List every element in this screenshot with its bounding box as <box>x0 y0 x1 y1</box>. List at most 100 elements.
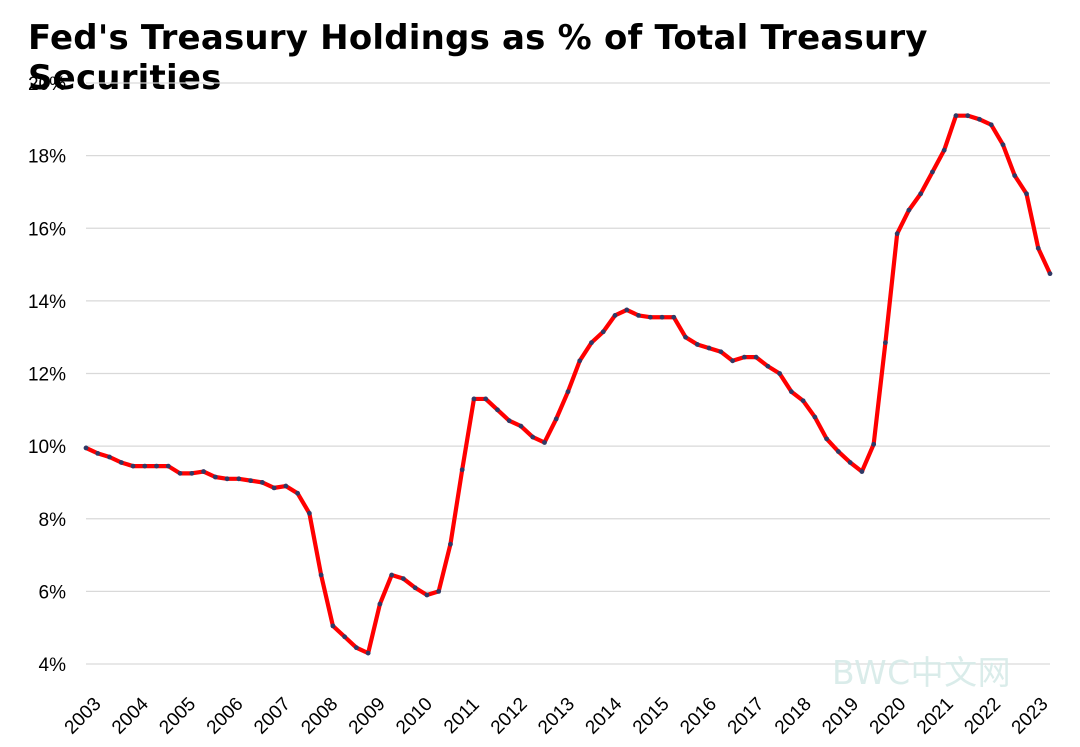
data-point <box>506 418 512 424</box>
data-point <box>448 541 453 547</box>
y-tick-label: 4% <box>39 655 67 676</box>
gridlines <box>86 82 1050 665</box>
data-point <box>718 349 724 355</box>
x-tick-label: 2011 <box>440 694 484 738</box>
data-point <box>589 340 594 346</box>
x-tick-label: 2019 <box>818 694 863 739</box>
x-tick-label: 2008 <box>297 694 342 739</box>
y-tick-label: 14% <box>28 292 66 313</box>
x-tick-label: 2018 <box>771 694 816 739</box>
data-point <box>271 485 277 491</box>
data-point <box>824 436 830 442</box>
data-point <box>201 469 206 474</box>
data-point <box>577 358 583 364</box>
y-tick-label: 20% <box>28 74 66 95</box>
data-point <box>518 423 524 429</box>
data-point <box>894 231 900 237</box>
y-tick-label: 18% <box>28 147 66 168</box>
data-point <box>165 463 171 469</box>
data-point <box>1012 173 1018 178</box>
x-tick-label: 2021 <box>913 694 958 739</box>
data-point <box>1024 191 1029 197</box>
data-point <box>1047 271 1053 277</box>
data-point <box>259 480 265 485</box>
x-tick-label: 2004 <box>108 693 153 738</box>
data-point <box>377 601 383 607</box>
x-tick-label: 2016 <box>676 694 721 739</box>
data-point <box>224 476 230 482</box>
series-line <box>83 113 1053 656</box>
x-tick-label: 2006 <box>203 694 248 739</box>
data-point <box>812 414 818 420</box>
data-point <box>953 113 959 119</box>
data-point <box>1035 245 1041 251</box>
data-point <box>788 389 794 395</box>
x-tick-label: 2022 <box>960 694 1005 739</box>
data-point <box>965 113 971 119</box>
data-point <box>1000 142 1006 148</box>
data-point <box>295 490 301 496</box>
data-point <box>283 483 289 489</box>
data-point <box>530 434 536 440</box>
data-point <box>154 463 159 469</box>
data-point <box>248 478 253 484</box>
watermark-text: BWC中文网 <box>832 653 1012 692</box>
y-tick-label: 6% <box>39 582 67 603</box>
data-point <box>871 441 877 447</box>
marker-layer <box>83 113 1053 656</box>
data-point <box>318 572 324 578</box>
data-point <box>765 363 771 369</box>
y-tick-label: 12% <box>28 365 66 386</box>
data-point <box>659 314 665 320</box>
data-point <box>647 314 653 320</box>
data-point <box>365 650 371 656</box>
data-point <box>353 645 359 651</box>
data-point <box>342 634 348 640</box>
x-tick-label: 2020 <box>866 694 911 739</box>
data-point <box>941 147 947 153</box>
data-point <box>212 474 218 480</box>
data-point <box>847 460 853 465</box>
x-tick-label: 2014 <box>582 693 627 738</box>
data-point <box>107 454 112 460</box>
data-point <box>177 470 183 476</box>
data-point <box>306 510 312 516</box>
data-point <box>835 449 841 454</box>
y-tick-labels: 4% 6% 8% 10% 12% 14% 16% 18% 20% <box>28 74 66 676</box>
data-point <box>483 396 489 402</box>
data-point <box>918 191 924 197</box>
data-point <box>671 314 677 320</box>
data-point <box>436 588 442 594</box>
data-point <box>189 470 195 476</box>
data-point <box>330 623 336 629</box>
data-point <box>636 313 641 318</box>
x-tick-label: 2007 <box>250 694 295 739</box>
y-tick-label: 10% <box>28 437 66 458</box>
data-point <box>553 416 559 422</box>
data-point <box>683 334 688 340</box>
data-point <box>753 354 759 360</box>
x-tick-label: 2005 <box>155 694 200 739</box>
x-tick-label: 2023 <box>1008 694 1053 739</box>
data-point <box>883 340 888 346</box>
data-point <box>412 585 418 591</box>
x-tick-label: 2013 <box>534 694 579 739</box>
data-point <box>83 445 89 451</box>
data-point <box>859 469 865 474</box>
data-point <box>424 592 430 598</box>
x-tick-label: 2010 <box>392 694 437 739</box>
data-point <box>612 313 618 318</box>
data-point <box>741 354 747 360</box>
data-point <box>95 450 101 456</box>
data-point <box>236 476 242 482</box>
data-point <box>977 116 982 122</box>
data-point <box>600 329 606 335</box>
x-tick-label: 2015 <box>629 694 674 739</box>
data-point <box>906 207 912 213</box>
data-point <box>565 389 571 395</box>
data-point <box>118 460 124 465</box>
data-point <box>389 572 395 578</box>
data-point <box>624 307 630 313</box>
